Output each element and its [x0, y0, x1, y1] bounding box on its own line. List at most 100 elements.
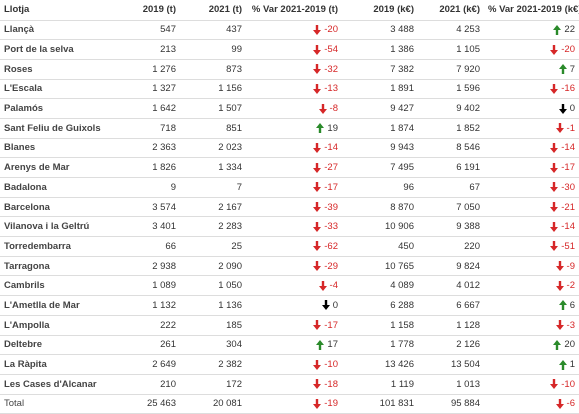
arrow-down	[313, 142, 322, 153]
pct-value: 0	[332, 299, 338, 311]
table-cell: 25 463	[120, 394, 180, 414]
table-cell: Roses	[0, 59, 120, 80]
table-cell: 3 401	[120, 216, 180, 238]
table-row: L'Ampolla 222 185 -17 1 158 1 128 -3	[0, 315, 579, 336]
table-cell: -17	[246, 315, 342, 336]
pct-value: 22	[564, 24, 575, 36]
arrow-down	[550, 221, 559, 232]
table-cell: 7 382	[342, 59, 418, 80]
table-body: Llançà 547 437 -20 3 488 4 253 22 Port de la se…	[0, 20, 579, 414]
table-cell: 6 288	[342, 295, 418, 316]
arrow-down	[318, 280, 327, 291]
table-cell: Deltebre	[0, 335, 120, 356]
table-cell: 9 388	[418, 216, 484, 238]
table-row: Torredembarra 66 25 -62 450 220 -51	[0, 236, 579, 257]
table-cell: -62	[246, 236, 342, 257]
table-cell: 4 253	[418, 20, 484, 41]
arrow-down	[313, 202, 322, 213]
arrow-up	[553, 24, 562, 35]
table-cell: 4 012	[418, 275, 484, 297]
table-cell: 1 158	[342, 315, 418, 336]
table-cell: 1 386	[342, 39, 418, 60]
pct-value: -6	[566, 398, 575, 410]
table-cell: 10 765	[342, 256, 418, 277]
table-cell: -54	[246, 39, 342, 60]
arrow-down	[313, 162, 322, 173]
pct-value: 1	[569, 359, 575, 371]
table-cell: 185	[180, 315, 246, 336]
pct-value: -30	[561, 181, 575, 193]
arrow-down	[550, 202, 559, 213]
table-cell: 19	[246, 118, 342, 139]
arrow-down	[555, 123, 564, 134]
pct-value: 0	[569, 103, 575, 115]
table-row: L'Escala 1 327 1 156 -13 1 891 1 596 -16	[0, 79, 579, 100]
table-cell: 8 870	[342, 197, 418, 218]
arrow-down	[313, 24, 322, 35]
table-cell: -6	[484, 394, 579, 414]
pct-value: 19	[327, 122, 338, 134]
pct-value: 17	[327, 339, 338, 351]
table-cell: 1 596	[418, 79, 484, 100]
table-cell: 2 283	[180, 216, 246, 238]
table-cell: Les Cases d'Alcanar	[0, 374, 120, 395]
table-cell: 2 126	[418, 335, 484, 356]
table-cell: 95 884	[418, 394, 484, 414]
table-cell: -18	[246, 374, 342, 395]
table-cell: 1 136	[180, 295, 246, 316]
table-cell: 9 824	[418, 256, 484, 277]
table-cell: -4	[246, 275, 342, 297]
column-header: 2019 (t)	[120, 0, 180, 21]
table-cell: 261	[120, 335, 180, 356]
table-cell: -2	[484, 275, 579, 297]
table-cell: 210	[120, 374, 180, 395]
column-header: % Var 2021-2019 (t)	[246, 0, 342, 21]
table-cell: -10	[484, 374, 579, 395]
table-cell: Arenys de Mar	[0, 157, 120, 178]
table-cell: La Ràpita	[0, 354, 120, 375]
table-cell: 2 363	[120, 138, 180, 159]
table-cell: -9	[484, 256, 579, 277]
arrow-up	[558, 359, 567, 370]
table-cell: 10 906	[342, 216, 418, 238]
table-cell: 1 327	[120, 79, 180, 100]
table-cell: -27	[246, 157, 342, 178]
table-row: Barcelona 3 574 2 167 -39 8 870 7 050 -21	[0, 197, 579, 218]
table-cell: 1 132	[120, 295, 180, 316]
pct-value: -20	[324, 24, 338, 36]
column-header: Llotja	[0, 0, 120, 21]
pct-value: -9	[566, 260, 575, 272]
table-cell: -19	[246, 394, 342, 414]
pct-value: -32	[324, 63, 338, 75]
table-cell: 17	[246, 335, 342, 356]
table-cell: 2 938	[120, 256, 180, 277]
arrow-down	[550, 44, 559, 55]
table-cell: 13 426	[342, 354, 418, 375]
pct-value: -27	[324, 162, 338, 174]
table-cell: 1 119	[342, 374, 418, 395]
table-cell: 22	[484, 20, 579, 41]
arrow-down	[558, 103, 567, 114]
table-row: Palamós 1 642 1 507 -8 9 427 9 402 0	[0, 98, 579, 119]
table-cell: 3 488	[342, 20, 418, 41]
table-cell: -3	[484, 315, 579, 336]
table-cell: 1 874	[342, 118, 418, 139]
table-row: Llançà 547 437 -20 3 488 4 253 22	[0, 20, 579, 41]
table-cell: 213	[120, 39, 180, 60]
table-cell: 3 574	[120, 197, 180, 218]
table-cell: 1 826	[120, 157, 180, 178]
table-cell: L'Escala	[0, 79, 120, 100]
arrow-down	[313, 64, 322, 75]
arrow-down	[555, 320, 564, 331]
column-header: 2021 (k€)	[418, 0, 484, 21]
pct-value: -1	[566, 122, 575, 134]
table-cell: -14	[246, 138, 342, 159]
pct-value: -10	[561, 378, 575, 390]
header-row: Llotja 2019 (t) 2021 (t)% Var 2021-2019 (t…	[0, 0, 579, 21]
table-row: Les Cases d'Alcanar 210 172 -18 1 119 1 013 -1…	[0, 374, 579, 395]
table-cell: Vilanova i la Geltrú	[0, 216, 120, 238]
pct-value: -2	[566, 280, 575, 292]
table-cell: Tarragona	[0, 256, 120, 277]
table-cell: -29	[246, 256, 342, 277]
table-cell: 2 167	[180, 197, 246, 218]
